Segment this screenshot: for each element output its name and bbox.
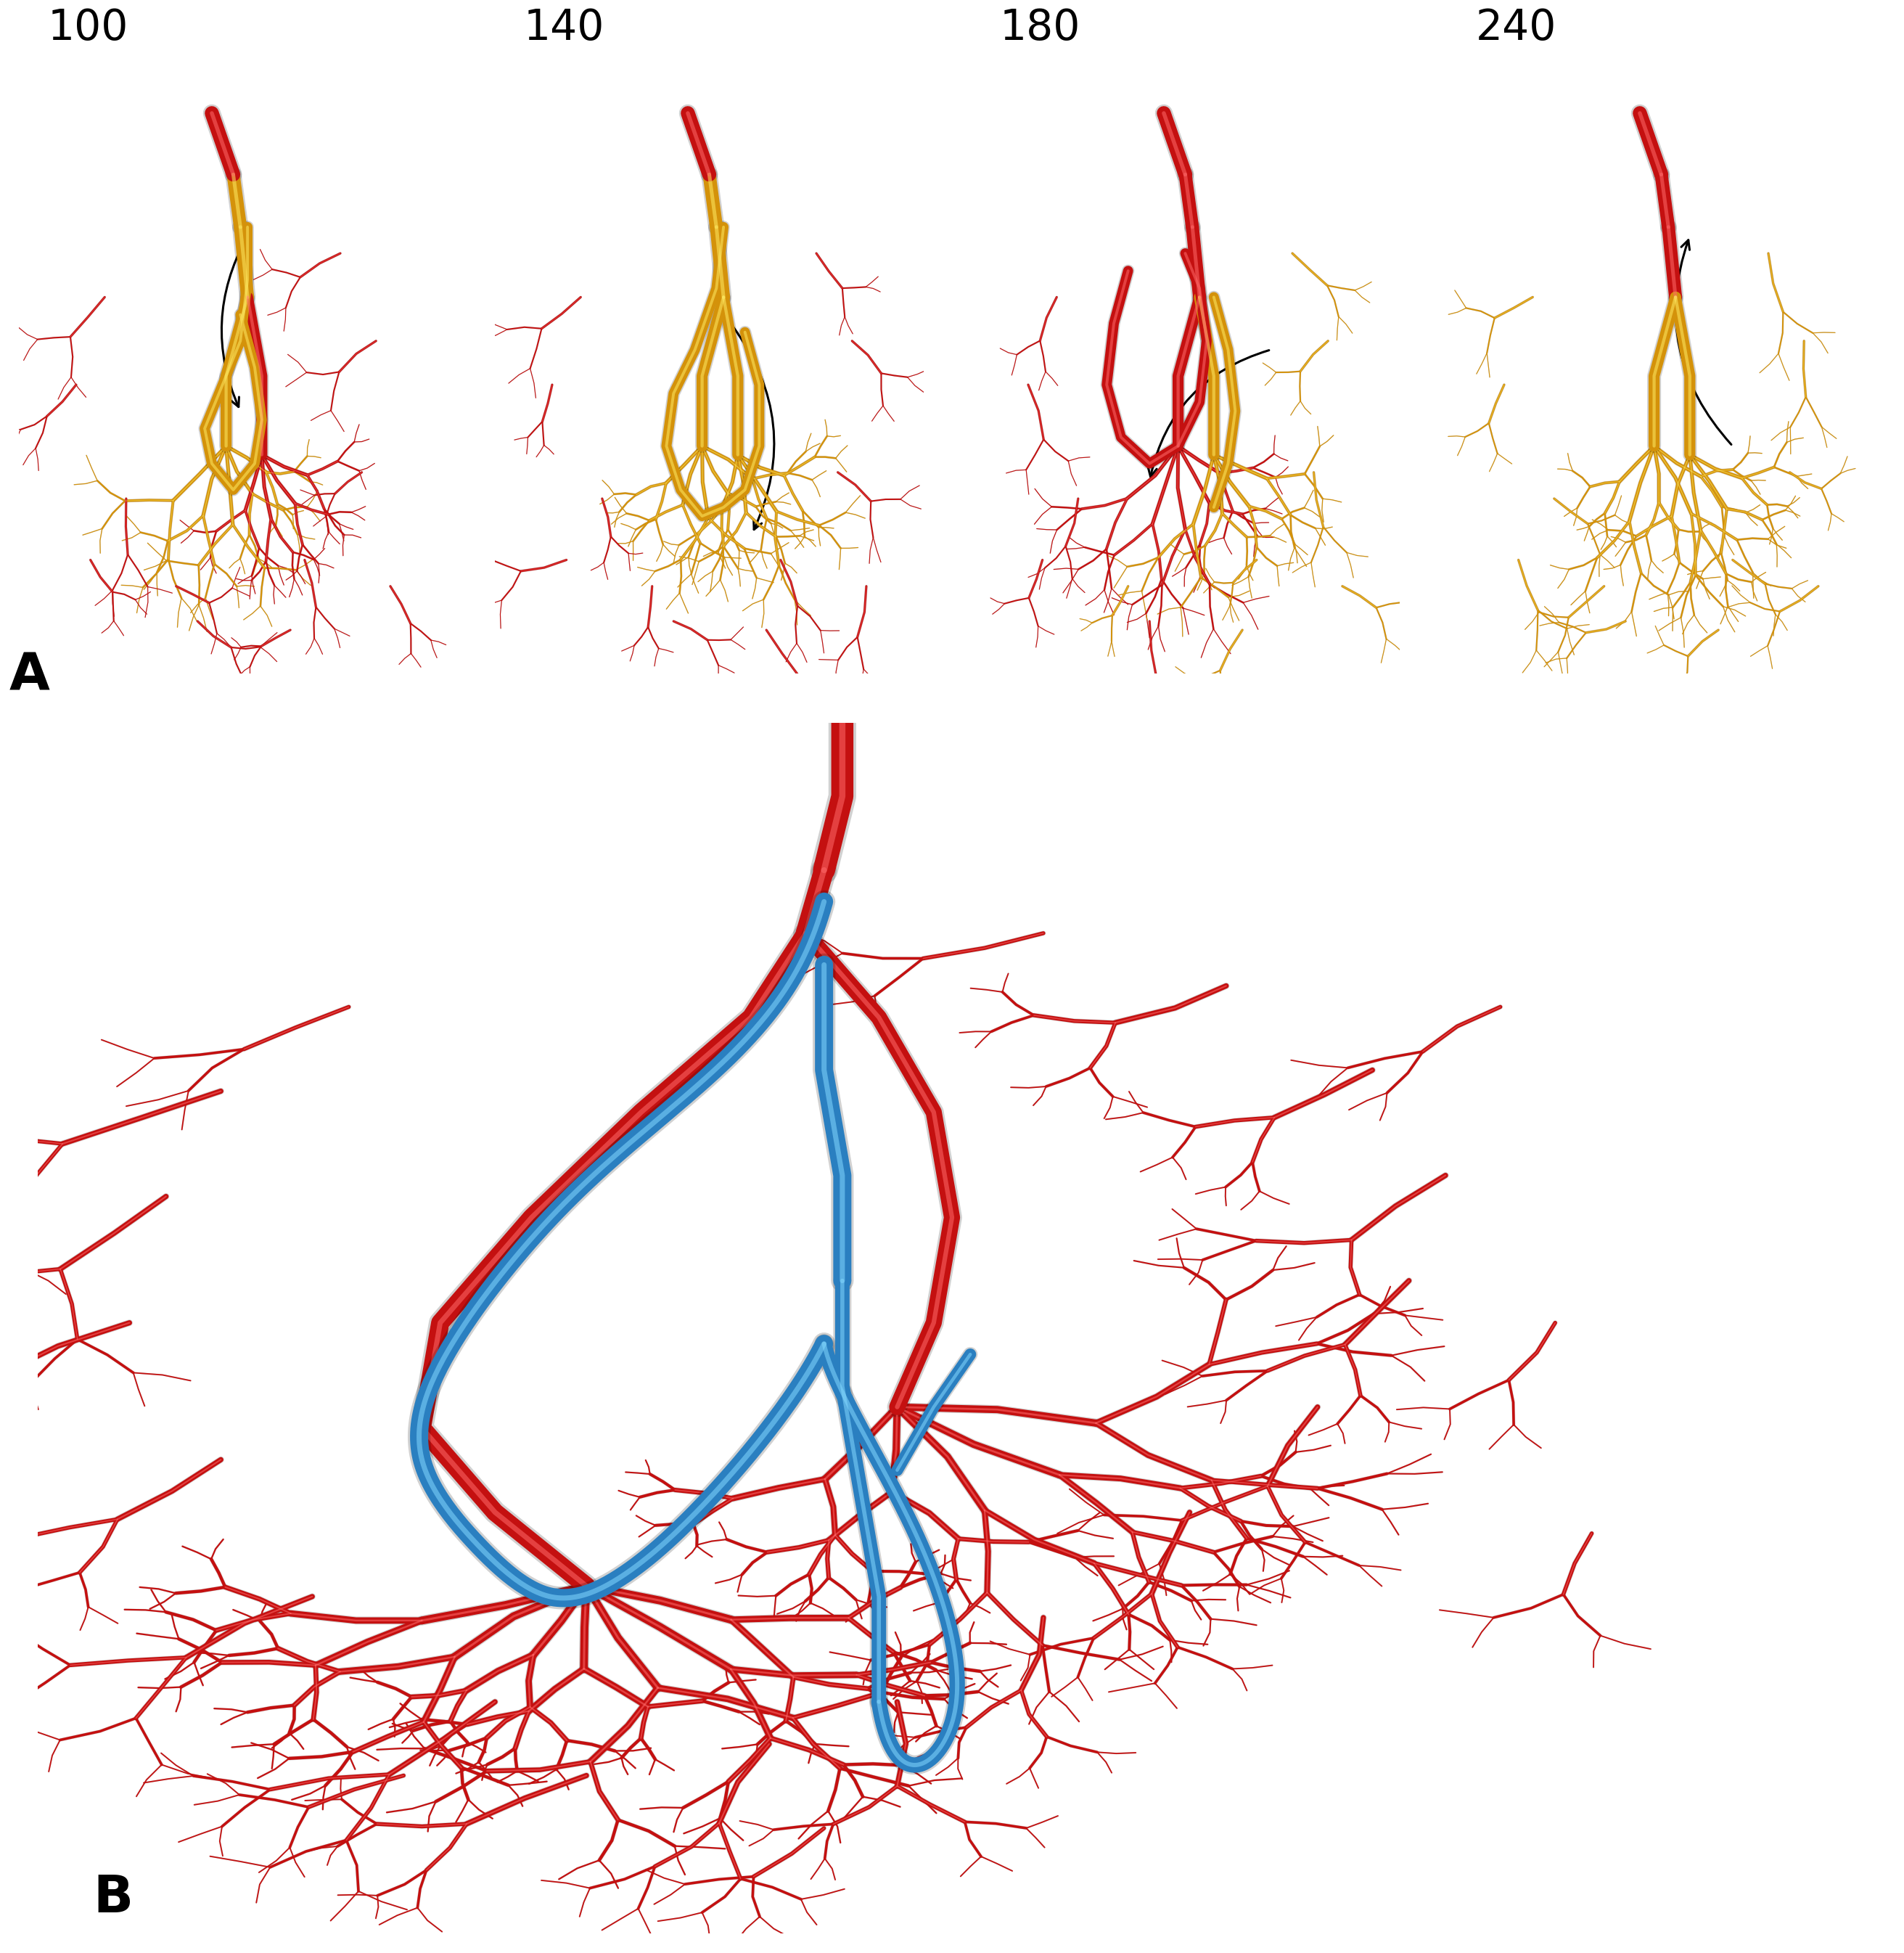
Text: 180: 180 — [1000, 8, 1080, 49]
Text: 240: 240 — [1476, 8, 1556, 49]
Text: 100: 100 — [48, 8, 128, 49]
Text: B: B — [93, 1873, 133, 1924]
Text: 140: 140 — [524, 8, 604, 49]
Text: A: A — [10, 650, 50, 701]
